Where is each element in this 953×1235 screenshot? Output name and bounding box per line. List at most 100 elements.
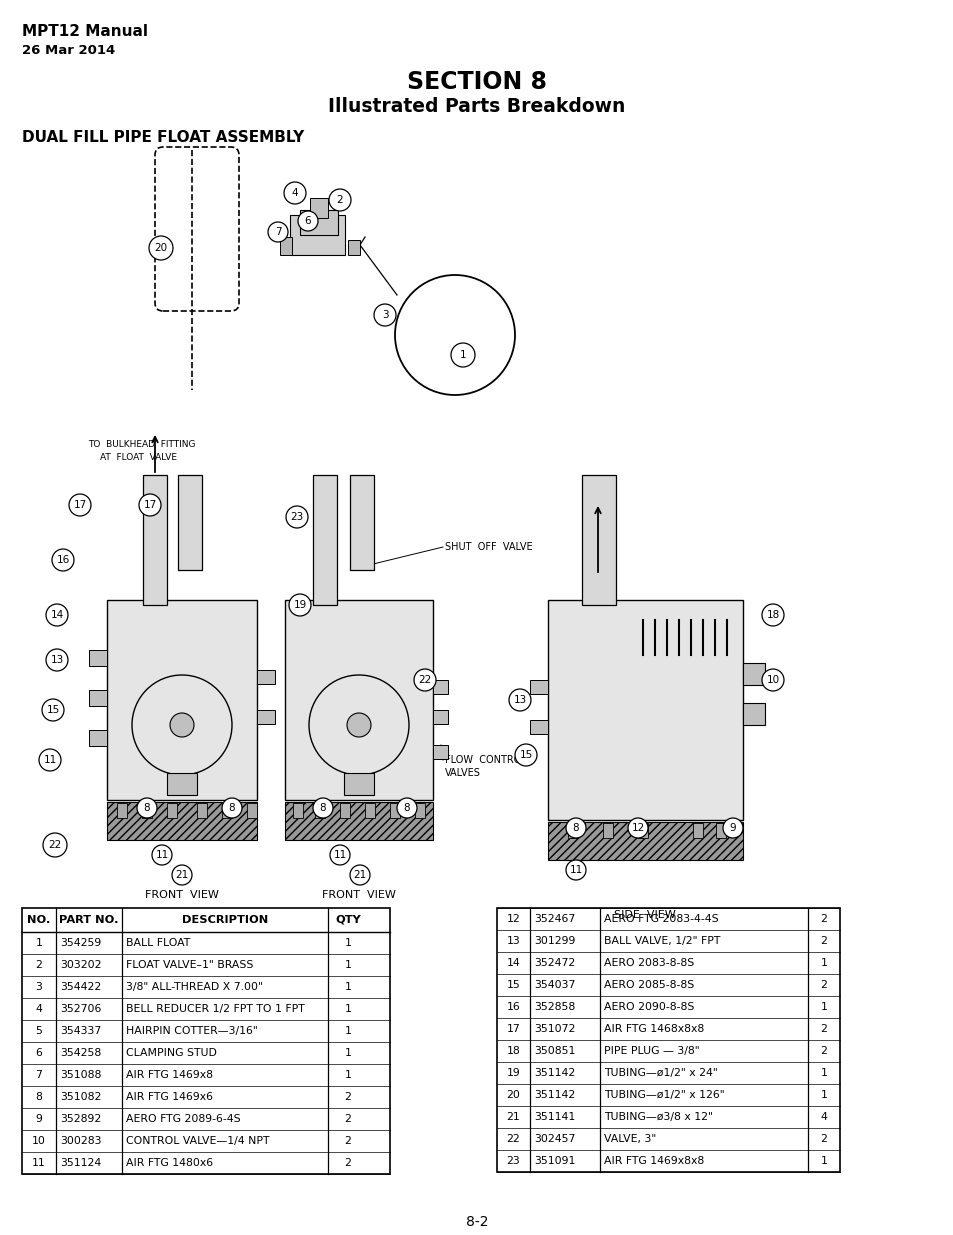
Text: 8: 8 [319, 803, 326, 813]
Bar [390, 803, 399, 818]
Bar [692, 823, 702, 839]
Text: SHUT  OFF  VALVE: SHUT OFF VALVE [444, 542, 532, 552]
Text: FLOAT VALVE–1" BRASS: FLOAT VALVE–1" BRASS [126, 960, 253, 969]
Text: 15: 15 [47, 705, 59, 715]
Circle shape [52, 550, 74, 571]
Text: 2: 2 [820, 1134, 826, 1144]
Circle shape [149, 236, 172, 261]
Text: 1: 1 [344, 1026, 351, 1036]
Text: VALVES: VALVES [444, 768, 480, 778]
Text: 20: 20 [506, 1091, 520, 1100]
Text: 18: 18 [765, 610, 779, 620]
Text: 301299: 301299 [534, 936, 575, 946]
Text: SIDE  VIEW: SIDE VIEW [614, 910, 675, 920]
Text: DESCRIPTION: DESCRIPTION [182, 915, 268, 925]
Text: 21: 21 [175, 869, 189, 881]
Text: 13: 13 [513, 695, 526, 705]
Text: 5: 5 [35, 1026, 42, 1036]
Circle shape [152, 845, 172, 864]
Text: 4: 4 [292, 188, 298, 198]
Circle shape [414, 669, 436, 692]
Text: 300283: 300283 [60, 1136, 101, 1146]
Bar [256, 671, 274, 684]
Text: 20: 20 [154, 243, 168, 253]
Text: 2: 2 [35, 960, 42, 969]
Bar [433, 680, 448, 694]
Text: DUAL FILL PIPE FLOAT ASSEMBLY: DUAL FILL PIPE FLOAT ASSEMBLY [22, 130, 304, 144]
Text: 16: 16 [506, 1002, 519, 1011]
Text: AERO 2090-8-8S: AERO 2090-8-8S [603, 1002, 694, 1011]
Text: AERO FTG 2089-6-4S: AERO FTG 2089-6-4S [126, 1114, 240, 1124]
Text: PIPE PLUG — 3/8": PIPE PLUG — 3/8" [603, 1046, 699, 1056]
Circle shape [761, 604, 783, 626]
Bar [742, 663, 764, 685]
Circle shape [170, 713, 193, 737]
Bar [433, 745, 448, 760]
Text: TUBING—ø1/2" x 24": TUBING—ø1/2" x 24" [603, 1068, 717, 1078]
Text: 15: 15 [506, 981, 519, 990]
Bar [22, 908, 390, 1174]
Text: 3/8" ALL-THREAD X 7.00": 3/8" ALL-THREAD X 7.00" [126, 982, 263, 992]
Text: 9: 9 [35, 1114, 42, 1124]
Text: 303202: 303202 [60, 960, 101, 969]
Bar [310, 198, 328, 219]
Text: 352472: 352472 [534, 958, 575, 968]
Text: Illustrated Parts Breakdown: Illustrated Parts Breakdown [328, 98, 625, 116]
Bar [716, 823, 725, 839]
Text: AERO 2085-8-8S: AERO 2085-8-8S [603, 981, 694, 990]
Text: 2: 2 [344, 1114, 351, 1124]
Text: 12: 12 [631, 823, 644, 832]
Text: 15: 15 [518, 750, 532, 760]
Text: 351141: 351141 [534, 1112, 575, 1123]
Text: 19: 19 [294, 600, 306, 610]
Text: 17: 17 [143, 500, 156, 510]
Text: 10: 10 [765, 676, 779, 685]
Text: 23: 23 [290, 513, 303, 522]
Text: 11: 11 [32, 1158, 46, 1168]
Text: 8: 8 [229, 803, 235, 813]
Text: BALL VALVE, 1/2" FPT: BALL VALVE, 1/2" FPT [603, 936, 720, 946]
Text: 2: 2 [336, 195, 343, 205]
Text: 352706: 352706 [60, 1004, 101, 1014]
Text: 26 Mar 2014: 26 Mar 2014 [22, 44, 115, 57]
Bar [293, 803, 303, 818]
Circle shape [222, 798, 242, 818]
Text: 14: 14 [51, 610, 64, 620]
Text: 1: 1 [344, 939, 351, 948]
Bar [178, 475, 202, 571]
Text: AIR FTG 1469x8x8: AIR FTG 1469x8x8 [603, 1156, 703, 1166]
Text: 3: 3 [381, 310, 388, 320]
Text: 2: 2 [820, 1046, 826, 1056]
Bar [107, 600, 256, 800]
Bar [222, 803, 232, 818]
Text: 2: 2 [344, 1136, 351, 1146]
Bar [143, 475, 167, 605]
Bar [285, 802, 433, 840]
Circle shape [46, 604, 68, 626]
Circle shape [39, 748, 61, 771]
Circle shape [451, 343, 475, 367]
Text: 9: 9 [729, 823, 736, 832]
Circle shape [627, 818, 647, 839]
Text: 11: 11 [333, 850, 346, 860]
Text: CONTROL VALVE—1/4 NPT: CONTROL VALVE—1/4 NPT [126, 1136, 269, 1146]
Circle shape [515, 743, 537, 766]
Text: 2: 2 [344, 1158, 351, 1168]
Text: 7: 7 [35, 1070, 42, 1079]
Text: 2: 2 [820, 1024, 826, 1034]
Circle shape [268, 222, 288, 242]
Text: 21: 21 [353, 869, 366, 881]
Text: SECTION 8: SECTION 8 [407, 70, 546, 94]
Text: 2: 2 [820, 981, 826, 990]
Text: 1: 1 [35, 939, 42, 948]
Bar [415, 803, 424, 818]
Text: CLAMPING STUD: CLAMPING STUD [126, 1049, 216, 1058]
Bar [280, 237, 292, 254]
Text: 17: 17 [73, 500, 87, 510]
Bar [196, 803, 207, 818]
Text: AIR FTG 1469x8: AIR FTG 1469x8 [126, 1070, 213, 1079]
Text: 6: 6 [35, 1049, 42, 1058]
Text: 2: 2 [344, 1092, 351, 1102]
Text: 7: 7 [274, 227, 281, 237]
Text: 1: 1 [344, 982, 351, 992]
